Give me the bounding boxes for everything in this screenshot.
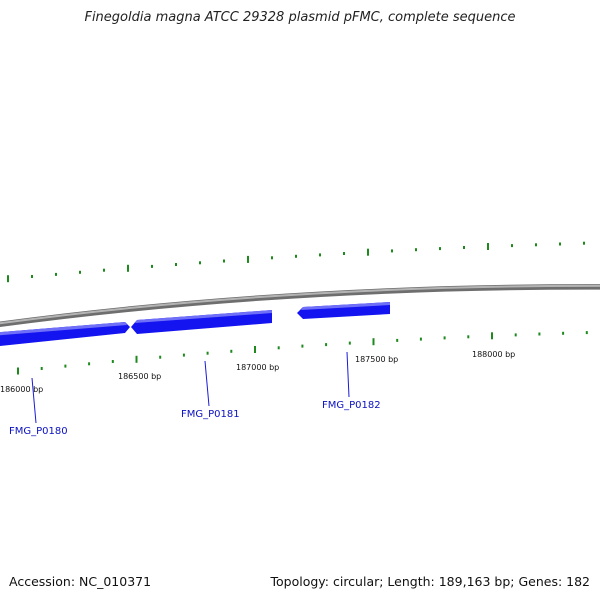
gene-label-fmg-p0180[interactable]: FMG_P0180 <box>9 426 68 437</box>
minor-tick <box>55 272 57 276</box>
accession-text: Accession: NC_010371 <box>9 574 152 589</box>
gene-label-fmg-p0181[interactable]: FMG_P0181 <box>181 409 240 420</box>
scale-label-187000: 187000 bp <box>236 363 279 372</box>
minor-tick <box>559 242 561 246</box>
minor-tick <box>159 355 162 359</box>
map-title: Finegoldia magna ATCC 29328 plasmid pFMC… <box>84 10 516 25</box>
minor-tick <box>103 268 105 272</box>
minor-tick <box>443 336 446 340</box>
minor-tick <box>175 263 177 266</box>
minor-tick <box>277 346 280 350</box>
minor-tick <box>343 252 345 255</box>
minor-tick <box>199 261 201 265</box>
minor-tick <box>182 353 185 357</box>
minor-tick <box>535 243 537 247</box>
minor-tick <box>151 264 153 268</box>
minor-tick <box>463 246 465 249</box>
minor-tick <box>295 254 297 258</box>
gene-arrow[interactable] <box>0 322 130 347</box>
major-tick <box>254 346 256 353</box>
minor-tick <box>79 270 81 274</box>
gene-label-line-fmg-p0182 <box>346 351 350 398</box>
minor-tick <box>325 343 328 347</box>
minor-tick <box>31 275 33 278</box>
minor-tick <box>467 335 470 339</box>
minor-tick <box>415 248 417 252</box>
gene-feature-fmg-p0180[interactable] <box>0 322 130 347</box>
minor-tick <box>514 333 517 337</box>
minor-tick <box>391 249 393 253</box>
gene-arrow-highlight <box>135 310 272 323</box>
inner-tick-row <box>17 331 588 375</box>
scale-label-186500: 186500 bp <box>118 372 161 381</box>
minor-tick <box>223 259 225 263</box>
minor-tick <box>348 341 351 345</box>
gene-label-line-fmg-p0180 <box>31 377 37 424</box>
gene-feature-fmg-p0181[interactable] <box>131 310 272 334</box>
scale-label-186000: 186000 bp <box>0 385 43 394</box>
major-tick <box>7 275 9 283</box>
major-tick <box>127 264 129 272</box>
gene-label-line-fmg-p0181 <box>204 360 210 407</box>
minor-tick <box>271 256 273 260</box>
minor-tick <box>396 338 399 342</box>
major-tick <box>135 355 138 363</box>
major-tick <box>487 243 489 250</box>
major-tick <box>491 332 493 340</box>
gene-arrow-highlight <box>0 322 127 336</box>
minor-tick <box>538 332 541 336</box>
minor-tick <box>111 360 114 363</box>
minor-tick <box>40 367 43 370</box>
topology-summary-text: Topology: circular; Length: 189,163 bp; … <box>270 574 591 589</box>
minor-tick <box>419 337 422 341</box>
gene-feature-fmg-p0182[interactable] <box>297 302 390 319</box>
gene-arrow[interactable] <box>131 310 272 334</box>
minor-tick <box>230 349 233 353</box>
major-tick <box>17 367 19 375</box>
minor-tick <box>206 351 209 355</box>
major-tick <box>367 248 369 256</box>
outer-tick-row <box>7 241 585 283</box>
scale-label-188000: 188000 bp <box>472 350 515 359</box>
minor-tick <box>562 331 565 335</box>
backbone-arc-highlight <box>0 284 600 325</box>
major-tick <box>247 255 249 263</box>
major-tick <box>372 338 375 346</box>
backbone-arc <box>0 284 600 328</box>
gene-arrow-highlight <box>301 302 390 310</box>
minor-tick <box>88 362 91 366</box>
gene-label-fmg-p0182[interactable]: FMG_P0182 <box>322 400 381 411</box>
minor-tick <box>511 244 513 248</box>
minor-tick <box>319 253 321 257</box>
minor-tick <box>439 247 441 251</box>
scale-label-187500: 187500 bp <box>355 355 398 364</box>
minor-tick <box>585 331 588 335</box>
minor-tick <box>301 344 304 348</box>
minor-tick <box>64 364 67 368</box>
minor-tick <box>583 241 585 245</box>
